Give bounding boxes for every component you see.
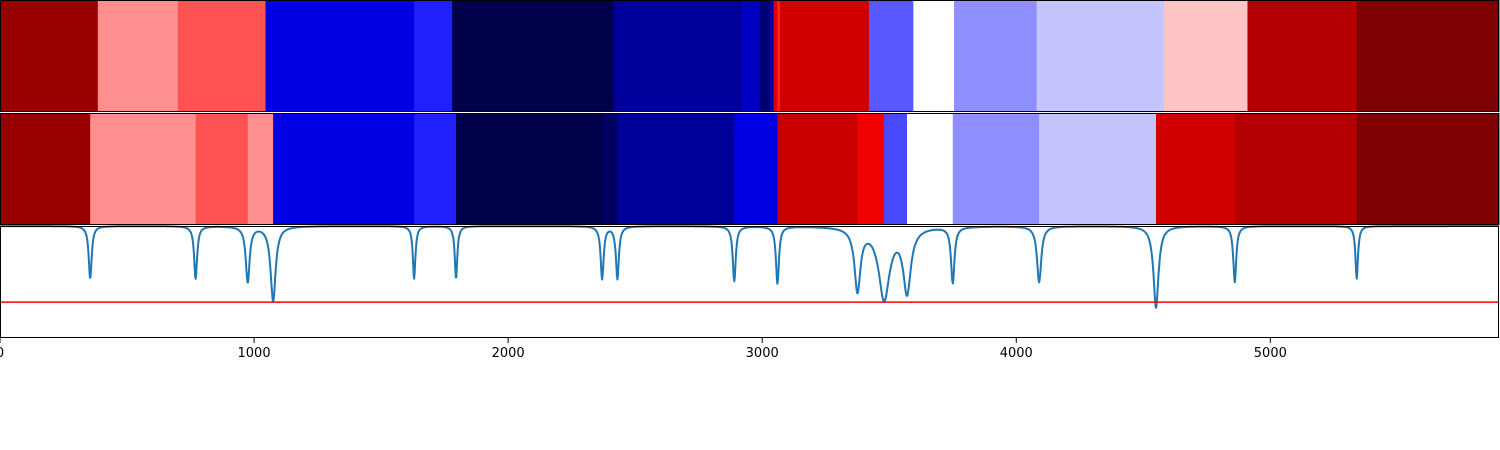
heatmap-cell <box>913 0 955 112</box>
heatmap-cell <box>1356 0 1500 112</box>
heatmap-cell <box>1039 113 1157 225</box>
heatmap-cell <box>779 0 870 112</box>
heatmap-cell <box>97 0 179 112</box>
heatmap-cell <box>414 0 453 112</box>
heatmap-cell <box>1156 113 1236 225</box>
heatmap-cell <box>177 0 267 112</box>
heatmap-cell <box>759 0 771 112</box>
heatmap-cell <box>195 113 249 225</box>
heatmap-cell <box>777 113 858 225</box>
heatmap-cell <box>1163 0 1248 112</box>
heatmap-cell <box>1247 0 1358 112</box>
panel-frame <box>0 0 1499 112</box>
heatmap-cell <box>0 0 99 112</box>
heatmap-row-1 <box>0 0 1500 112</box>
heatmap-cell <box>90 113 197 225</box>
heatmap-cell <box>907 113 954 225</box>
heatmap-cell <box>613 0 743 112</box>
heatmap-cell <box>741 0 761 112</box>
heatmap-cell <box>773 0 778 112</box>
heatmap-row-2 <box>0 113 1500 225</box>
heatmap-cell <box>452 0 615 112</box>
x-tick-label: 5000 <box>1254 346 1287 361</box>
panel-frame <box>0 226 1499 338</box>
heatmap-cell <box>414 113 457 225</box>
heatmap-cell <box>777 0 781 112</box>
heatmap-cell <box>734 113 778 225</box>
heatmap-cell <box>884 113 908 225</box>
heatmap-cell <box>1234 113 1358 225</box>
x-tick-label: 0 <box>0 346 4 361</box>
line-panel <box>0 225 1500 309</box>
x-tick-label: 2000 <box>492 346 525 361</box>
heatmap-cell <box>868 0 914 112</box>
heatmap-cell <box>617 113 735 225</box>
heatmap-cell <box>954 0 1038 112</box>
heatmap-cell <box>265 0 415 112</box>
heatmap-cell <box>952 113 1040 225</box>
x-tick-label: 3000 <box>746 346 779 361</box>
heatmap-cell <box>247 113 274 225</box>
heatmap-cell <box>769 0 775 112</box>
x-tick-label: 1000 <box>238 346 271 361</box>
heatmap-cell <box>1036 0 1165 112</box>
x-tick-label: 4000 <box>1000 346 1033 361</box>
heatmap-cell <box>1356 113 1500 225</box>
heatmap-cell <box>602 113 618 225</box>
heatmap-cell <box>857 113 885 225</box>
heatmap-cell <box>0 113 91 225</box>
heatmap-cell <box>273 113 415 225</box>
panel-frame <box>0 113 1499 225</box>
heatmap-cell <box>456 113 603 225</box>
panel-frames <box>0 0 1499 338</box>
x-axis: 0 1000 2000 3000 4000 5000 <box>0 338 1287 361</box>
signal-line <box>0 225 1500 309</box>
